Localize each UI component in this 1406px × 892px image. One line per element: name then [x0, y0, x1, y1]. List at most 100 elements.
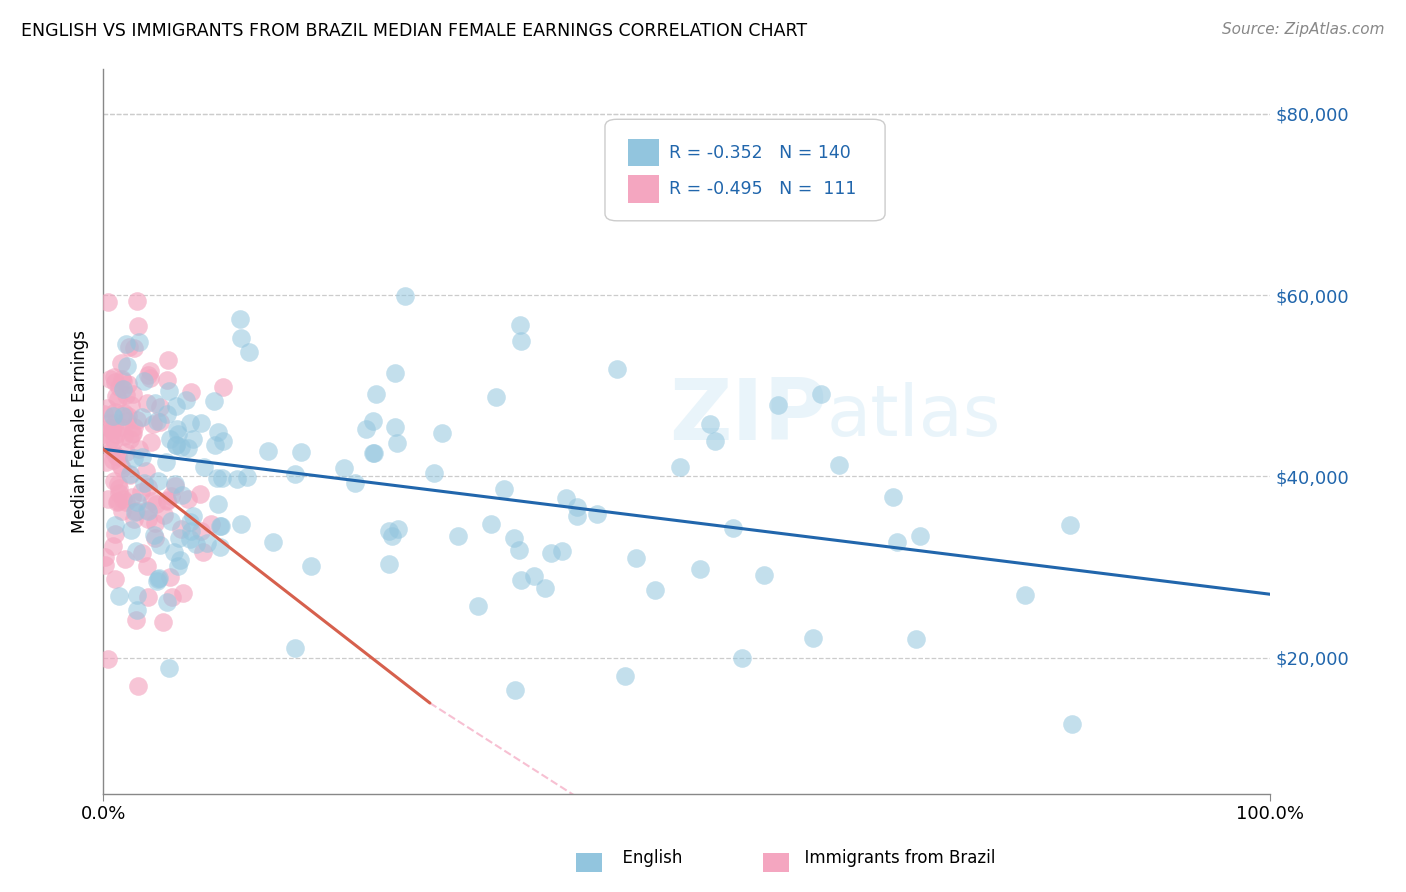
Point — [146, 574, 169, 588]
Y-axis label: Median Female Earnings: Median Female Earnings — [72, 330, 89, 533]
Point — [117, 377, 139, 392]
Point — [534, 582, 557, 596]
Point — [364, 387, 387, 401]
Point — [200, 516, 222, 531]
Point — [139, 434, 162, 449]
Point — [127, 603, 149, 617]
Point — [117, 409, 139, 423]
Point — [135, 464, 157, 478]
Point — [101, 409, 124, 424]
Point — [169, 553, 191, 567]
Point — [523, 569, 546, 583]
Point — [136, 396, 159, 410]
Point — [160, 590, 183, 604]
Point — [180, 384, 202, 399]
Point — [238, 345, 260, 359]
Point — [115, 388, 138, 402]
Point — [104, 426, 127, 441]
Text: English: English — [612, 849, 682, 867]
Point — [125, 613, 148, 627]
Point — [131, 547, 153, 561]
Point — [97, 294, 120, 309]
Point — [110, 356, 132, 370]
Point — [766, 398, 789, 412]
Point — [299, 559, 322, 574]
Point — [160, 514, 183, 528]
Point — [120, 468, 142, 483]
Point — [1062, 716, 1084, 731]
Point — [801, 632, 824, 646]
Point — [332, 461, 354, 475]
Point — [170, 522, 193, 536]
Point — [284, 641, 307, 656]
Point — [145, 498, 167, 512]
Point — [624, 550, 647, 565]
Point — [284, 467, 307, 481]
Point — [131, 450, 153, 464]
Point — [125, 495, 148, 509]
Point — [107, 450, 129, 464]
Point — [136, 590, 159, 604]
Point — [731, 651, 754, 665]
Point — [108, 380, 131, 394]
Point — [122, 511, 145, 525]
Point — [136, 479, 159, 493]
Point — [141, 494, 163, 508]
Point — [101, 422, 124, 436]
Point — [165, 437, 187, 451]
Point — [668, 460, 690, 475]
Point — [509, 573, 531, 587]
Point — [111, 374, 134, 388]
Point — [165, 479, 187, 493]
Text: R = -0.352   N = 140: R = -0.352 N = 140 — [669, 144, 851, 161]
Bar — [628, 139, 658, 167]
Point — [394, 289, 416, 303]
Point — [103, 434, 125, 448]
Point — [120, 467, 142, 482]
Point — [231, 331, 253, 345]
Point — [122, 341, 145, 355]
Point — [148, 571, 170, 585]
Point — [172, 586, 194, 600]
Point — [235, 469, 257, 483]
Point — [121, 425, 143, 440]
Point — [111, 409, 134, 424]
Point — [1014, 588, 1036, 602]
Point — [118, 340, 141, 354]
Point — [138, 364, 160, 378]
Point — [128, 334, 150, 349]
Point — [202, 394, 225, 409]
Point — [606, 361, 628, 376]
Point — [104, 449, 127, 463]
Point — [157, 661, 180, 675]
Point — [122, 451, 145, 466]
Point — [115, 413, 138, 427]
Point — [108, 481, 131, 495]
Point — [122, 387, 145, 401]
Text: R = -0.495   N =  111: R = -0.495 N = 111 — [669, 180, 856, 198]
Point — [120, 398, 142, 412]
Point — [177, 441, 200, 455]
Point — [509, 318, 531, 332]
Point — [190, 486, 212, 500]
Point — [103, 474, 125, 488]
Point — [156, 493, 179, 508]
Point — [97, 491, 120, 506]
Point — [354, 422, 377, 436]
Point — [152, 615, 174, 629]
Point — [159, 489, 181, 503]
Point — [153, 508, 176, 522]
Point — [98, 416, 121, 430]
Point — [430, 425, 453, 440]
Point — [155, 455, 177, 469]
Point — [167, 426, 190, 441]
Point — [205, 471, 228, 485]
Point — [125, 503, 148, 517]
Point — [363, 446, 385, 460]
Text: Immigrants from Brazil: Immigrants from Brazil — [794, 849, 995, 867]
Point — [127, 412, 149, 426]
Point — [385, 436, 408, 450]
Point — [114, 552, 136, 566]
Point — [257, 444, 280, 458]
Point — [494, 482, 516, 496]
